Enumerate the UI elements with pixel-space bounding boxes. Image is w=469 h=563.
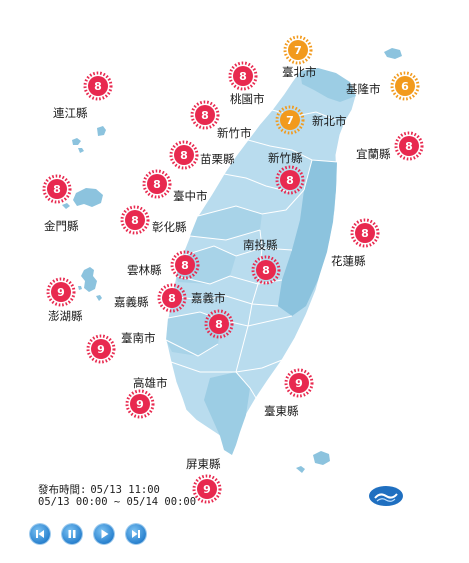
label-yunlin: 雲林縣 bbox=[127, 263, 162, 277]
badge-value: 8 bbox=[153, 178, 161, 191]
badge-value: 9 bbox=[203, 483, 211, 496]
skip-forward-icon bbox=[132, 530, 140, 538]
uv-badges: 7 6 8 8 7 8 8 8 8 8 8 8 8 8 8 9 8 8 9 9 … bbox=[42, 35, 424, 504]
last-frame-button[interactable] bbox=[126, 524, 146, 544]
region-shade-north bbox=[300, 68, 356, 102]
badge-kaohsiung: 9 bbox=[125, 389, 155, 419]
badge-value: 8 bbox=[94, 80, 102, 93]
badge-value: 8 bbox=[180, 149, 188, 162]
label-hsinchu-city: 新竹市 bbox=[217, 126, 252, 140]
badge-nantou: 8 bbox=[251, 255, 281, 285]
badge-changhua: 8 bbox=[120, 205, 150, 235]
label-new-taipei: 新北市 bbox=[312, 114, 347, 128]
issue-label: 發布時間: bbox=[38, 484, 87, 496]
badge-taoyuan: 8 bbox=[228, 61, 258, 91]
label-changhua: 彰化縣 bbox=[152, 220, 187, 234]
badge-new-taipei: 7 bbox=[275, 105, 305, 135]
cwa-logo-icon bbox=[369, 486, 403, 506]
badge-kinmen: 8 bbox=[42, 174, 72, 204]
pause-button[interactable] bbox=[62, 524, 82, 544]
badge-value: 8 bbox=[53, 183, 61, 196]
label-taipei: 臺北市 bbox=[282, 65, 317, 79]
badge-keelung: 6 bbox=[390, 71, 420, 101]
badge-value: 8 bbox=[361, 227, 369, 240]
kinmen-island bbox=[62, 188, 103, 209]
label-kinmen: 金門縣 bbox=[44, 219, 79, 233]
label-keelung: 基隆市 bbox=[346, 82, 381, 96]
badge-hsinchu-city: 8 bbox=[190, 100, 220, 130]
keelung-islet bbox=[384, 48, 402, 59]
badge-taitung: 9 bbox=[284, 368, 314, 398]
badge-value: 8 bbox=[405, 140, 413, 153]
valid-range: 05/13 00:00 ~ 05/14 00:00 bbox=[38, 496, 197, 508]
matsu-islands bbox=[72, 126, 106, 153]
badge-value: 7 bbox=[286, 114, 294, 127]
region-shade-hualien bbox=[278, 160, 337, 316]
badge-value: 8 bbox=[181, 259, 189, 272]
badge-value: 7 bbox=[294, 44, 302, 57]
label-miaoli: 苗栗縣 bbox=[200, 152, 235, 166]
badge-yunlin: 8 bbox=[170, 250, 200, 280]
region-shade-taichung bbox=[190, 206, 262, 240]
label-hsinchu-county: 新竹縣 bbox=[268, 151, 303, 165]
label-chiayi-city: 嘉義市 bbox=[191, 291, 226, 305]
issue-time: 發布時間: 05/13 11:00 bbox=[38, 482, 160, 497]
first-frame-button[interactable] bbox=[30, 524, 50, 544]
badge-hualien: 8 bbox=[350, 218, 380, 248]
skip-back-icon bbox=[36, 530, 44, 538]
label-pingtung: 屏東縣 bbox=[186, 457, 221, 471]
region-shade-yunlin bbox=[176, 246, 236, 284]
badge-pingtung: 9 bbox=[192, 474, 222, 504]
play-button[interactable] bbox=[94, 524, 114, 544]
badge-value: 8 bbox=[239, 70, 247, 83]
badge-value: 9 bbox=[97, 343, 105, 356]
badge-value: 8 bbox=[286, 174, 294, 187]
label-penghu: 澎湖縣 bbox=[48, 309, 83, 323]
label-kaohsiung: 高雄市 bbox=[133, 376, 168, 390]
badge-chiayi-county: 8 bbox=[157, 283, 187, 313]
badge-chiayi-city: 8 bbox=[204, 309, 234, 339]
orchid-island bbox=[296, 466, 305, 473]
issue-time-value: 05/13 11:00 bbox=[90, 484, 160, 496]
badge-penghu: 9 bbox=[46, 277, 76, 307]
label-tainan: 臺南市 bbox=[121, 331, 156, 345]
region-shade-tainan bbox=[166, 312, 222, 356]
badge-miaoli: 8 bbox=[169, 140, 199, 170]
badge-value: 9 bbox=[295, 377, 303, 390]
badge-value: 6 bbox=[401, 80, 409, 93]
penghu-islands bbox=[78, 267, 102, 301]
badge-taichung: 8 bbox=[142, 169, 172, 199]
badge-lienchiang: 8 bbox=[83, 71, 113, 101]
label-taitung: 臺東縣 bbox=[264, 404, 299, 418]
badge-value: 8 bbox=[131, 214, 139, 227]
badge-yilan: 8 bbox=[394, 131, 424, 161]
badge-value: 9 bbox=[57, 286, 65, 299]
badge-tainan: 9 bbox=[86, 334, 116, 364]
badge-value: 9 bbox=[136, 398, 144, 411]
badge-value: 8 bbox=[168, 292, 176, 305]
label-nantou: 南投縣 bbox=[243, 238, 278, 252]
label-hualien: 花蓮縣 bbox=[331, 254, 366, 268]
badge-taipei: 7 bbox=[283, 35, 313, 65]
region-shade-pingtung bbox=[204, 372, 250, 455]
pause-icon bbox=[68, 530, 76, 538]
label-yilan: 宜蘭縣 bbox=[356, 147, 391, 161]
badge-value: 8 bbox=[262, 264, 270, 277]
badge-value: 8 bbox=[201, 109, 209, 122]
label-chiayi-county: 嘉義縣 bbox=[114, 295, 149, 309]
green-island bbox=[313, 451, 330, 465]
play-icon bbox=[101, 529, 109, 539]
label-taichung: 臺中市 bbox=[173, 189, 208, 203]
badge-hsinchu-county: 8 bbox=[275, 165, 305, 195]
badge-value: 8 bbox=[215, 318, 223, 331]
label-lienchiang: 連江縣 bbox=[53, 106, 88, 120]
label-taoyuan: 桃園市 bbox=[230, 92, 265, 106]
